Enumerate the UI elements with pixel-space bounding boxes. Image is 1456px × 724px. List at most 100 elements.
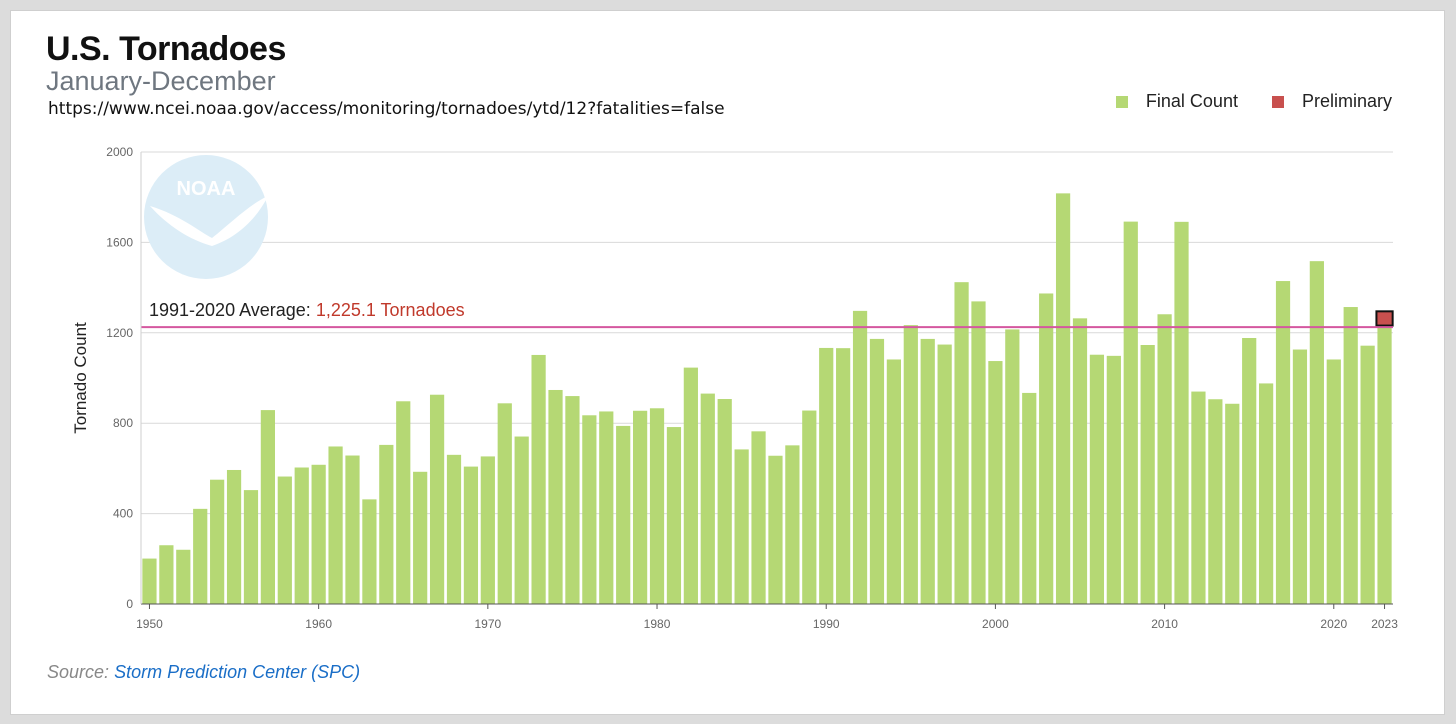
bar-2004 xyxy=(1055,193,1071,604)
bar-2015 xyxy=(1242,337,1257,604)
legend-label-preliminary: Preliminary xyxy=(1301,91,1392,111)
bar-1958 xyxy=(277,476,292,604)
x-tick-label-2023: 2023 xyxy=(1371,617,1398,631)
bar-1973 xyxy=(531,354,546,604)
bar-2007 xyxy=(1106,355,1121,604)
bar-1957 xyxy=(260,410,275,604)
page-subtitle: January-December xyxy=(46,66,276,96)
bar-1966 xyxy=(413,471,428,604)
bar-1994 xyxy=(886,359,901,604)
bar-2001 xyxy=(1005,329,1020,604)
x-tick-label-1990: 1990 xyxy=(813,617,840,631)
bar-1972 xyxy=(514,436,529,604)
bar-1996 xyxy=(920,338,935,604)
bar-2018 xyxy=(1292,349,1308,604)
bar-2012 xyxy=(1191,391,1206,604)
bar-1967 xyxy=(429,394,445,604)
noaa-logo: NOAA xyxy=(144,155,268,279)
bar-1997 xyxy=(937,344,952,604)
bar-1962 xyxy=(345,455,360,604)
bar-2019 xyxy=(1309,261,1324,604)
y-axis-label: Tornado Count xyxy=(71,322,90,434)
bar-1970 xyxy=(480,456,495,604)
legend-item-final[interactable]: Final Count xyxy=(1115,91,1238,112)
bar-1964 xyxy=(379,444,394,604)
bar-2010 xyxy=(1157,314,1172,604)
noaa-logo-text: NOAA xyxy=(177,178,236,200)
bar-1999 xyxy=(971,301,986,604)
bar-1960 xyxy=(311,464,326,604)
bar-1953 xyxy=(193,508,208,604)
bar-1984 xyxy=(717,399,732,604)
y-tick-label-800: 800 xyxy=(113,416,133,430)
bar-2023 xyxy=(1377,325,1392,604)
bar-1991 xyxy=(836,348,851,604)
bar-1995 xyxy=(903,325,918,604)
bar-1993 xyxy=(869,338,885,604)
legend: Final Count Preliminary xyxy=(1115,91,1392,112)
x-tick-label-2010: 2010 xyxy=(1151,617,1178,631)
bar-2006 xyxy=(1089,354,1105,604)
bar-1990 xyxy=(819,347,834,604)
bar-1969 xyxy=(463,466,479,604)
y-tick-label-2000: 2000 xyxy=(106,145,133,159)
bar-1952 xyxy=(176,549,191,604)
x-tick-label-1960: 1960 xyxy=(305,617,332,631)
average-value: 1,225.1 Tornadoes xyxy=(316,300,465,320)
bar-2014 xyxy=(1225,403,1240,604)
bar-1959 xyxy=(294,467,309,604)
bar-2021 xyxy=(1343,307,1358,604)
x-tick-label-2020: 2020 xyxy=(1320,617,1347,631)
bar-1951 xyxy=(159,545,174,604)
bar-1977 xyxy=(599,411,614,604)
average-line-group: 1991-2020 Average: 1,225.1 Tornadoes xyxy=(141,300,1393,329)
bar-2017 xyxy=(1275,281,1291,604)
bars xyxy=(142,193,1394,605)
noaa-logo-circle xyxy=(144,155,268,279)
bar-1980 xyxy=(649,408,665,604)
bar-1961 xyxy=(328,446,343,604)
bar-2016 xyxy=(1259,383,1274,604)
y-tick-label-1600: 1600 xyxy=(106,235,133,249)
legend-swatch-final xyxy=(1115,95,1128,108)
bar-1986 xyxy=(751,431,766,604)
bar-1950 xyxy=(142,558,157,604)
bar-2020 xyxy=(1326,359,1341,604)
bar-1982 xyxy=(683,367,698,604)
bar-1974 xyxy=(548,389,563,604)
source-prefix: Source: xyxy=(47,662,110,682)
average-label-text: 1991-2020 Average: xyxy=(149,300,316,320)
axes: 0 400 800 1200 1600 2000 1950 1960 1970 1980 1990 2… xyxy=(106,145,1398,631)
bar-2011 xyxy=(1174,221,1189,605)
x-tick-label-1980: 1980 xyxy=(644,617,671,631)
bar-1978 xyxy=(616,425,631,604)
bar-1955 xyxy=(226,469,242,604)
legend-label-final: Final Count xyxy=(1145,91,1238,111)
bar-1985 xyxy=(734,449,749,604)
x-tick-label-1970: 1970 xyxy=(474,617,501,631)
bar-1981 xyxy=(666,427,682,604)
source-line: Source: Storm Prediction Center (SPC) xyxy=(47,662,360,683)
y-tick-label-0: 0 xyxy=(126,597,133,611)
bar-1975 xyxy=(565,396,580,604)
bar-1965 xyxy=(396,401,411,604)
legend-item-preliminary[interactable]: Preliminary xyxy=(1271,91,1392,112)
bar-1954 xyxy=(210,479,225,604)
bar-1979 xyxy=(633,410,648,604)
x-tick-label-1950: 1950 xyxy=(136,617,163,631)
bar-1983 xyxy=(700,393,715,604)
y-tick-label-400: 400 xyxy=(113,507,133,521)
bar-1987 xyxy=(768,455,783,604)
source-url: https://www.ncei.noaa.gov/access/monitor… xyxy=(48,99,725,119)
bar-2009 xyxy=(1140,345,1155,604)
bar-2005 xyxy=(1072,318,1088,604)
bar-preliminary-2023 xyxy=(1375,310,1394,327)
noaa-logo-bird xyxy=(150,196,268,246)
bar-2008 xyxy=(1123,221,1138,604)
bar-2003 xyxy=(1039,293,1054,604)
bar-1992 xyxy=(852,310,868,604)
bar-2013 xyxy=(1208,399,1223,604)
bar-1976 xyxy=(582,415,597,604)
source-link[interactable]: Storm Prediction Center (SPC) xyxy=(114,662,361,682)
